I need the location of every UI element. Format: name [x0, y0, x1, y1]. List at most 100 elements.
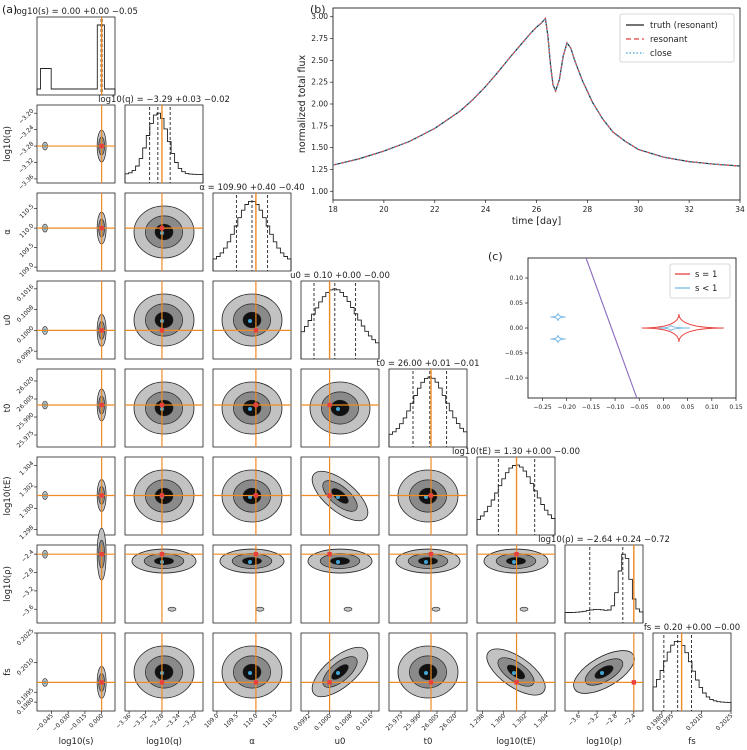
contour-core	[594, 665, 614, 679]
histogram-title-u0: u0 = 0.10 +0.00 −0.00	[290, 271, 390, 281]
corner-cell-u0-log10_q	[124, 280, 204, 360]
truth-marker	[99, 328, 104, 333]
y-tick-label-log10_q-4: −3.20	[17, 108, 35, 126]
histogram-step	[652, 640, 732, 711]
lc-x-tick-label-4: 26	[532, 205, 542, 214]
truth-marker	[514, 680, 519, 685]
planetary-caustic-1	[550, 334, 566, 344]
corner-cell-log10_rho-log10_q	[124, 544, 204, 624]
y-tick-label-log10_q-2: −3.28	[17, 140, 35, 158]
resonant-caustic	[641, 313, 724, 343]
x-axis-label-log10_tE: log10(tE)	[496, 737, 535, 747]
corner-cell-log10_q-log10_s: −3.36−3.32−3.28−3.24−3.20 log10(q)	[3, 104, 116, 191]
caustic-x-tick-label-4: −0.05	[630, 404, 649, 411]
y-tick-label-log10_rho-3: −2.4	[20, 549, 35, 564]
truth-marker	[253, 551, 259, 557]
histogram-step	[564, 553, 644, 623]
lc-x-label: time [day]	[512, 216, 561, 227]
x-tick-label-fs-3: 0.2025	[715, 712, 735, 732]
cell-frame	[124, 104, 204, 184]
caustic-y-tick-label-3: 0.05	[510, 300, 524, 307]
x-tick-label-log10_rho-1: −3.2	[585, 712, 600, 727]
contour-core	[154, 311, 174, 329]
y-tick-label-alpha-0: 109.0	[18, 261, 35, 278]
corner-cell-fs-u0: 0.0992 0.1000 0.1008 0.1016 u0	[292, 632, 380, 747]
corner-cell-log10_rho-u0	[300, 544, 380, 624]
x-axis-label-alpha: α	[249, 737, 255, 747]
y-axis-label-u0: u0	[3, 315, 13, 326]
panel-label-b: (b)	[310, 3, 326, 16]
contour-core	[331, 664, 349, 680]
truth-marker	[99, 402, 104, 408]
close-solution-point	[248, 560, 252, 565]
lc-y-tick-label-3: 1.75	[311, 121, 328, 130]
y-tick-label-log10_rho-1: −3.2	[20, 585, 35, 600]
x-tick-label-u0-0: 0.0992	[292, 712, 312, 732]
secondary-island	[431, 606, 441, 612]
x-axis-label-fs: fs	[688, 737, 696, 747]
y-tick-label-u0-2: 0.1008	[16, 304, 36, 324]
x-axis-label-t0: t0	[424, 737, 433, 747]
lc-x-tick-label-2: 22	[430, 205, 440, 214]
close-solution-point	[336, 407, 340, 411]
contour-core	[154, 399, 174, 417]
y-tick-label-alpha-2: 110.0	[18, 222, 35, 239]
histogram-title-alpha: α = 109.90 +0.40 −0.40	[199, 183, 304, 193]
truth-marker	[253, 328, 259, 333]
y-tick-label-alpha-1: 109.5	[18, 242, 35, 259]
contour-core	[330, 557, 350, 565]
panel-label-a: (a)	[2, 3, 17, 16]
caustic-y-tick-label-2: 0.00	[510, 325, 524, 332]
corner-cell-u0-alpha	[212, 280, 292, 360]
close-solution-point	[248, 407, 252, 411]
x-tick-label-alpha-1: 109.5	[223, 712, 240, 729]
corner-cell-log10_rho-t0	[388, 544, 468, 624]
y-axis-label-log10_rho: log10(ρ)	[3, 566, 13, 602]
truth-marker	[327, 551, 332, 557]
x-tick-label-log10_rho-3: −2.4	[622, 712, 637, 727]
contour-core	[242, 311, 262, 329]
x-tick-label-log10_rho-0: −3.6	[567, 712, 582, 727]
lc-y-tick-label-6: 2.50	[311, 56, 328, 65]
truth-marker	[159, 493, 165, 498]
corner-cell-log10_rho-log10_rho: log10(ρ) = −2.64 +0.24 −0.72	[538, 535, 670, 624]
truth-marker	[428, 551, 434, 557]
lc-x-tick-label-5: 28	[583, 205, 593, 214]
truth-marker	[99, 493, 104, 498]
corner-cell-log10_tE-t0	[388, 456, 468, 536]
y-tick-label-log10_rho-2: −2.8	[20, 567, 35, 582]
truth-marker	[159, 402, 165, 408]
corner-cell-log10_rho-log10_tE	[476, 544, 556, 624]
truth-marker	[514, 551, 519, 557]
corner-cell-log10_rho-alpha	[212, 544, 292, 624]
y-tick-label-log10_tE-0: 1.298	[18, 524, 35, 541]
close-solution-point	[248, 671, 252, 675]
caustic-x-tick-label-5: 0.00	[657, 404, 671, 411]
close-solution-point	[424, 671, 428, 675]
contour-core	[154, 557, 174, 565]
close-solution-point	[424, 560, 428, 565]
y-tick-label-alpha-3: 110.5	[18, 203, 35, 220]
y-tick-label-t0-0: 25.975	[16, 429, 36, 449]
close-solution-point	[248, 319, 252, 323]
secondary-island	[167, 606, 177, 612]
source-trajectory	[585, 257, 638, 399]
close-solution-point	[600, 671, 604, 675]
contour-core	[418, 663, 438, 681]
lc-x-tick-label-8: 34	[735, 205, 745, 214]
lc-y-tick-label-2: 1.50	[311, 143, 328, 152]
y-tick-label-log10_tE-3: 1.304	[18, 460, 35, 477]
x-tick-label-fs-2: 0.2010	[685, 712, 705, 732]
caustic-x-tick-label-0: −0.25	[533, 404, 552, 411]
x-tick-label-t0-2: 26.005	[421, 712, 441, 732]
caustic-y-tick-label-4: 0.10	[510, 275, 524, 282]
x-tick-label-log10_tE-1: 1.300	[490, 712, 507, 729]
x-tick-label-log10_tE-0: 1.298	[469, 712, 486, 729]
histogram-step	[388, 376, 468, 447]
lc-y-tick-label-5: 2.25	[311, 78, 328, 87]
truth-marker	[99, 143, 104, 149]
panel-label-c: (c)	[488, 250, 503, 263]
corner-cell-log10_tE-alpha	[212, 456, 292, 536]
